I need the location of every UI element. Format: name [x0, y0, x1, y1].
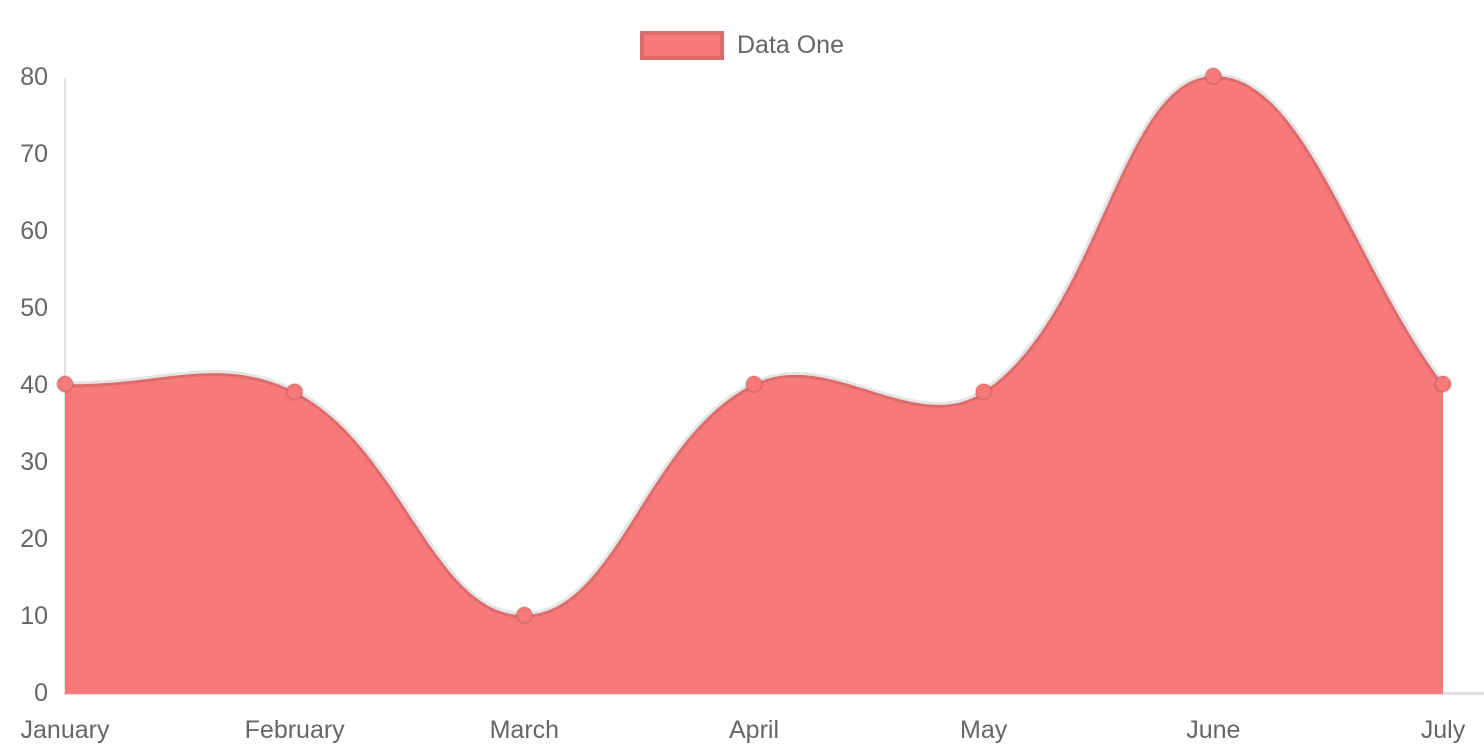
y-tick-label-30: 30	[20, 448, 48, 476]
legend-item-data-one[interactable]: Data One	[639, 31, 844, 60]
data-point-march[interactable]	[515, 606, 534, 624]
data-point-february[interactable]	[285, 382, 304, 401]
x-tick-label-july: July	[1421, 716, 1466, 744]
y-tick-label-70: 70	[20, 140, 48, 168]
x-tick-label-april: April	[729, 716, 779, 744]
data-point-april[interactable]	[745, 375, 763, 393]
y-tick-label-10: 10	[20, 602, 48, 630]
data-point-june[interactable]	[1204, 67, 1223, 85]
data-point-january[interactable]	[56, 375, 74, 393]
legend-swatch	[639, 31, 724, 60]
x-axis-tick-labels: January February March April May June July	[21, 716, 1466, 744]
x-tick-label-june: June	[1186, 716, 1240, 744]
chart-legend: Data One	[0, 31, 1484, 60]
y-tick-label-40: 40	[20, 371, 48, 399]
y-tick-label-0: 0	[34, 679, 48, 707]
y-tick-label-20: 20	[20, 525, 48, 553]
y-axis-tick-labels: 0 10 20 30 40 50 60 70 80	[20, 63, 48, 707]
x-tick-label-january: January	[21, 716, 110, 744]
y-tick-label-60: 60	[20, 217, 48, 245]
legend-label: Data One	[736, 31, 844, 59]
x-tick-label-may: May	[960, 716, 1008, 744]
data-point-may[interactable]	[974, 382, 993, 401]
y-tick-label-50: 50	[20, 294, 48, 322]
data-point-july[interactable]	[1434, 375, 1452, 393]
x-tick-label-march: March	[490, 716, 559, 744]
y-tick-label-80: 80	[20, 63, 48, 91]
x-tick-label-february: February	[245, 716, 346, 744]
data-points	[56, 67, 1452, 624]
